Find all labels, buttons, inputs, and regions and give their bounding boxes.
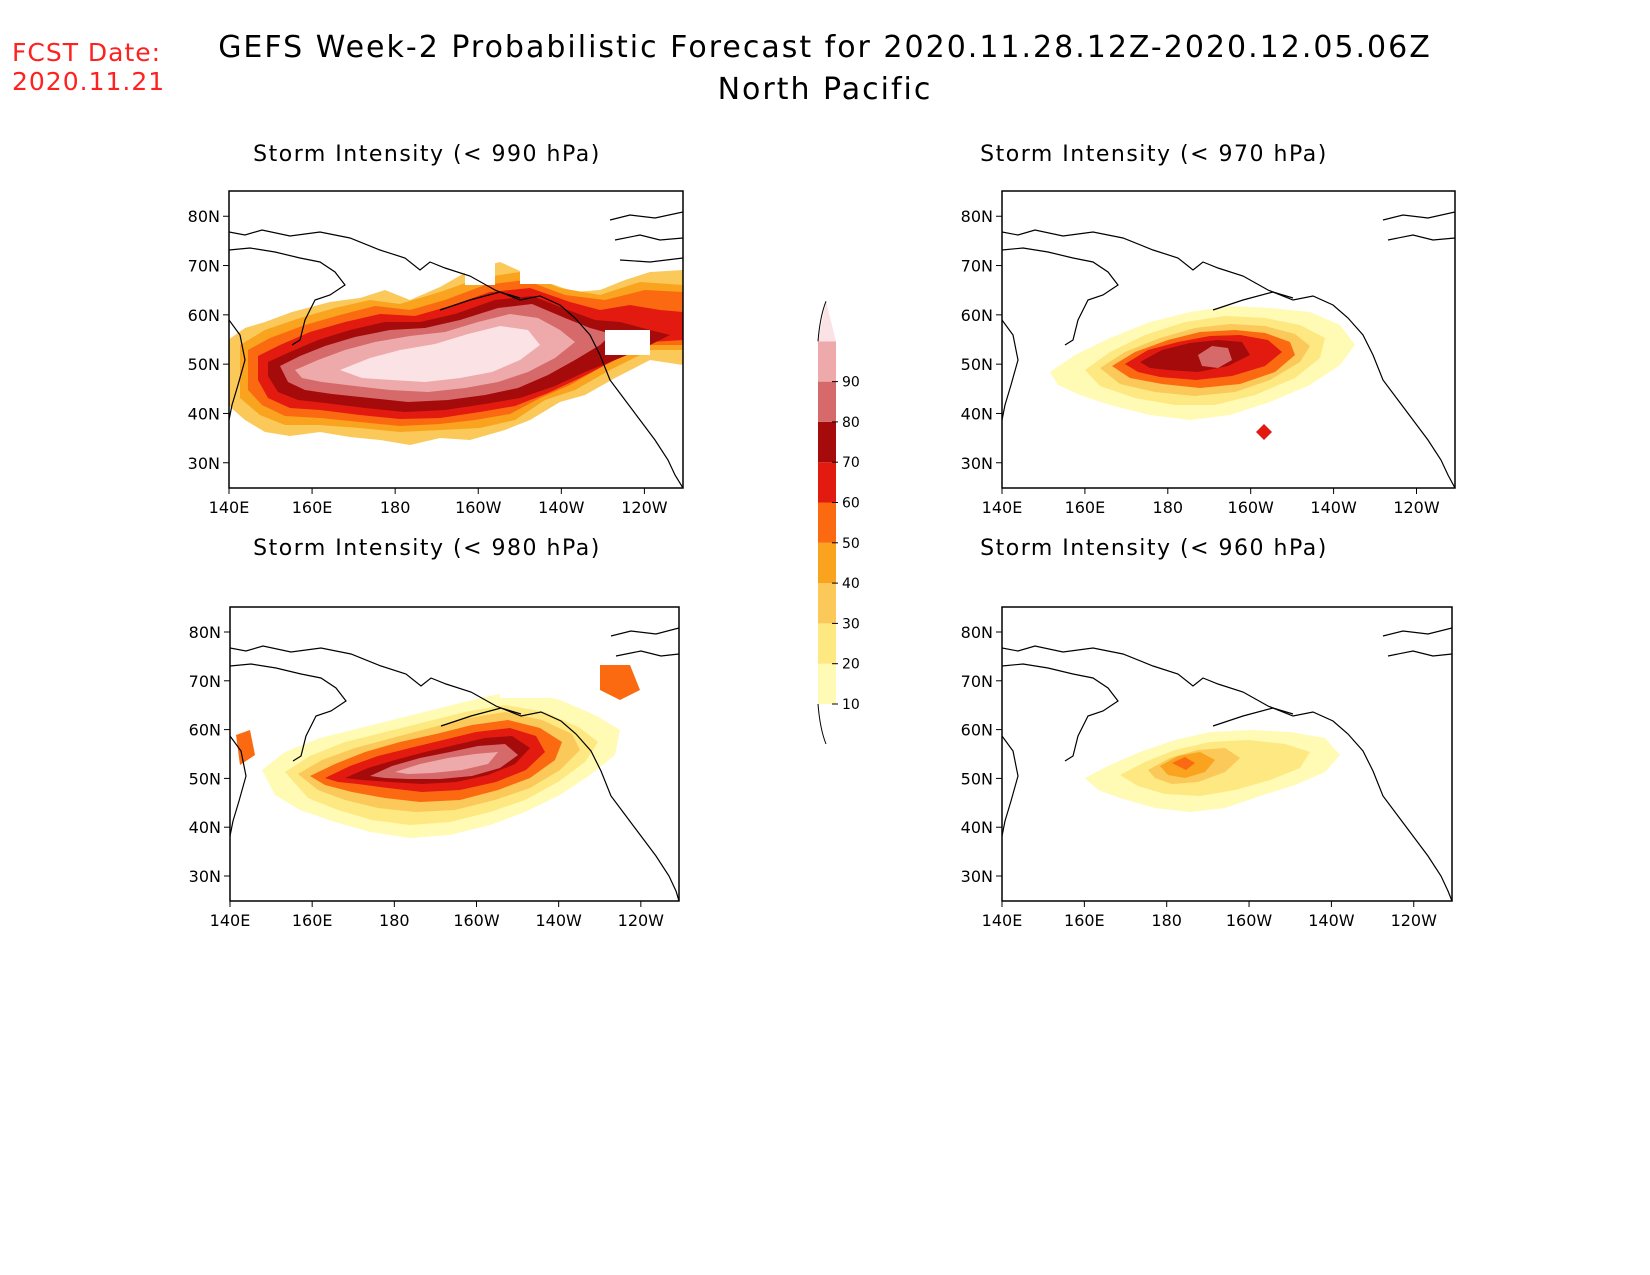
lat-tick-label-990: 40N	[188, 404, 220, 423]
lon-tick-label-960: 120W	[1391, 911, 1438, 930]
lon-tick-label-960: 180	[1151, 911, 1182, 930]
lon-tick-label-970: 140W	[1310, 498, 1357, 517]
lon-tick-label-960: 140W	[1308, 911, 1355, 930]
map-panel-980	[229, 606, 680, 902]
lat-tick-label-980: 50N	[189, 769, 221, 788]
lat-tick-label-960: 40N	[961, 818, 993, 837]
lat-tick-label-970: 50N	[961, 355, 993, 374]
lon-tick-label-980: 120W	[618, 911, 665, 930]
colorbar-level-label: 80	[842, 415, 860, 431]
lat-tick-label-980: 80N	[189, 623, 221, 642]
lat-tick-label-970: 80N	[961, 207, 993, 226]
lat-tick-label-960: 50N	[961, 769, 993, 788]
colorbar-level-label: 70	[842, 455, 860, 471]
lon-tick-label-970: 140E	[982, 498, 1023, 517]
lon-tick-label-970: 160W	[1228, 498, 1275, 517]
forecast-date-label: FCST Date: 2020.11.21	[12, 38, 165, 96]
lat-tick-label-980: 30N	[189, 867, 221, 886]
map-panel-960	[1001, 606, 1453, 902]
colorbar-level-label: 60	[842, 496, 860, 512]
colorbar-level-label: 20	[842, 657, 860, 673]
panel-title-960: Storm Intensity (< 960 hPa)	[980, 536, 1328, 561]
lat-tick-label-960: 70N	[961, 672, 993, 691]
forecast-date-caption: FCST Date:	[12, 38, 162, 67]
lat-tick-label-970: 40N	[961, 404, 993, 423]
lat-tick-label-970: 70N	[961, 257, 993, 276]
colorbar-top-cap	[818, 301, 836, 342]
lon-tick-label-970: 180	[1153, 498, 1184, 517]
colorbar: 10 20 30 40 50 60 70 80 90	[817, 301, 860, 745]
lat-tick-label-980: 70N	[189, 672, 221, 691]
lon-tick-label-980: 140E	[210, 911, 251, 930]
colorbar-segment	[818, 381, 836, 422]
colorbar-segment	[818, 421, 836, 463]
panel-title-970: Storm Intensity (< 970 hPa)	[980, 142, 1328, 167]
probability-field-990	[229, 255, 683, 445]
lat-tick-label-970: 60N	[961, 306, 993, 325]
lon-tick-label-980: 160W	[453, 911, 500, 930]
coastlines-990	[229, 211, 683, 488]
region-subtitle: North Pacific	[717, 72, 933, 107]
lon-tick-label-990: 140E	[209, 498, 250, 517]
forecast-date-value: 2020.11.21	[12, 67, 166, 96]
lon-tick-label-960: 160W	[1226, 911, 1273, 930]
map-panel-990	[228, 190, 684, 489]
lon-tick-label-980: 160E	[292, 911, 333, 930]
lat-tick-label-990: 80N	[188, 207, 220, 226]
lat-tick-label-990: 60N	[188, 306, 220, 325]
lon-tick-label-990: 140W	[538, 498, 585, 517]
coastlines-970	[1002, 211, 1455, 488]
lon-tick-label-980: 140W	[535, 911, 582, 930]
lon-tick-label-990: 160E	[292, 498, 333, 517]
probability-field-970	[1050, 306, 1355, 440]
colorbar-level-label: 10	[842, 697, 860, 713]
lon-tick-label-980: 180	[379, 911, 410, 930]
lon-tick-label-960: 160E	[1064, 911, 1105, 930]
lat-tick-label-990: 50N	[188, 355, 220, 374]
lon-tick-label-970: 160E	[1065, 498, 1106, 517]
colorbar-segment	[818, 341, 836, 382]
lat-tick-label-960: 60N	[961, 721, 993, 740]
lat-tick-label-960: 80N	[961, 623, 993, 642]
main-title: GEFS Week-2 Probabilistic Forecast for 2…	[218, 30, 1432, 65]
colorbar-level-label: 30	[842, 616, 860, 632]
lon-tick-label-960: 140E	[982, 911, 1023, 930]
colorbar-bottom-cap	[818, 704, 836, 744]
lat-tick-label-970: 30N	[961, 454, 993, 473]
lat-tick-label-980: 40N	[189, 818, 221, 837]
lon-tick-label-990: 160W	[455, 498, 502, 517]
probability-field-980	[236, 665, 640, 838]
panel-title-980: Storm Intensity (< 980 hPa)	[253, 536, 601, 561]
probability-field-960	[1085, 730, 1340, 812]
lat-tick-label-990: 30N	[188, 454, 220, 473]
axis-labels: 80N 70N 60N 50N 40N 30N 140E 160E 180 160W 140W 120…	[188, 207, 1440, 930]
lon-tick-label-970: 120W	[1393, 498, 1440, 517]
colorbar-segment	[818, 583, 836, 624]
coastlines-960	[1002, 627, 1452, 901]
lat-tick-label-960: 30N	[961, 867, 993, 886]
colorbar-level-label: 90	[842, 375, 860, 391]
colorbar-segment	[818, 663, 836, 704]
map-panel-970	[1001, 190, 1456, 489]
lat-tick-label-980: 60N	[189, 721, 221, 740]
lat-tick-label-990: 70N	[188, 257, 220, 276]
coastlines-980	[230, 627, 679, 901]
colorbar-segment	[818, 542, 836, 584]
colorbar-segment	[818, 502, 836, 543]
colorbar-level-label: 40	[842, 576, 860, 592]
panel-title-990: Storm Intensity (< 990 hPa)	[253, 142, 601, 167]
colorbar-segment	[818, 623, 836, 664]
colorbar-segment	[818, 462, 836, 503]
lon-tick-label-990: 180	[380, 498, 411, 517]
colorbar-level-label: 50	[842, 536, 860, 552]
lon-tick-label-990: 120W	[621, 498, 668, 517]
